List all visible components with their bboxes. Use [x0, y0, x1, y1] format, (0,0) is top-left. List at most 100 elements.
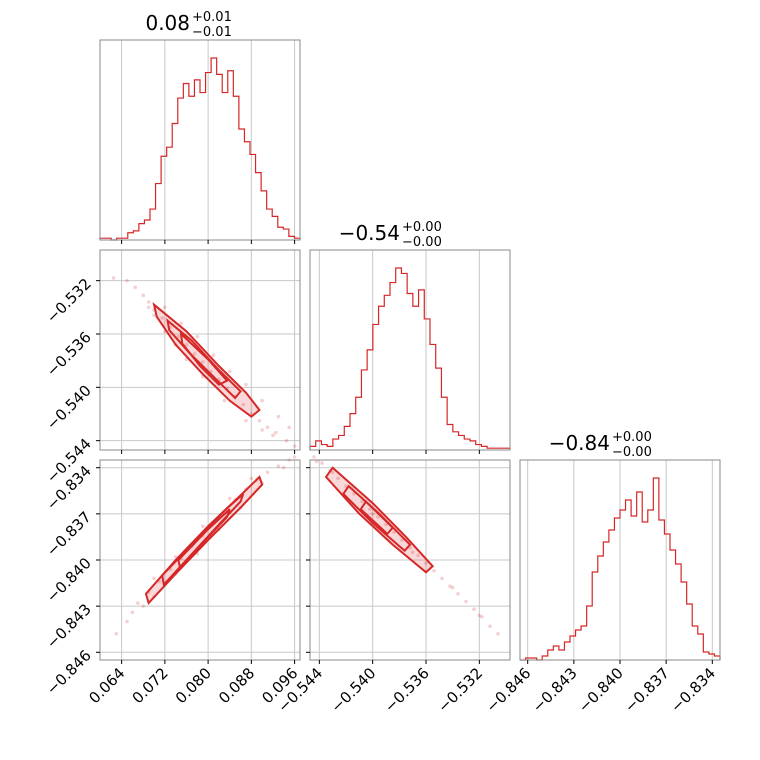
scatter-point [184, 342, 189, 347]
scatter-point [448, 584, 452, 588]
scatter-point [227, 496, 232, 501]
panel-title-plus: +0.01 [192, 10, 232, 25]
scatter-point [432, 568, 436, 573]
histogram-series [309, 267, 511, 450]
scatter-point [276, 464, 281, 468]
y-tick-label: −0.843 [43, 600, 95, 652]
panel-title-minus: −0.00 [612, 445, 652, 460]
scatter-point [136, 601, 140, 605]
scatter-point [195, 334, 200, 339]
histogram-series [520, 477, 721, 661]
scatter-point [271, 433, 275, 438]
scatter-point [281, 465, 286, 470]
panel-title-plus: +0.00 [402, 220, 442, 235]
scatter-point [257, 418, 262, 423]
scatter-point [320, 461, 324, 465]
scatter-point [260, 428, 264, 432]
density-fill [326, 467, 433, 573]
y-tick-label: −0.846 [43, 646, 95, 698]
scatter-point [130, 610, 135, 615]
scatter-point [114, 632, 119, 636]
x-tick-label: −0.840 [575, 664, 627, 716]
scatter-point [416, 553, 420, 558]
axes-frame [99, 39, 301, 241]
scatter-point [222, 398, 227, 403]
scatter-point [330, 470, 335, 475]
scatter-point [464, 599, 468, 604]
scatter-point [146, 305, 151, 310]
axes-frame [309, 249, 511, 451]
scatter-point [314, 459, 319, 464]
scatter-point [249, 476, 254, 481]
density-contour [166, 318, 242, 400]
scatter-point [440, 576, 444, 581]
scatter-point [480, 615, 484, 619]
scatter-point [400, 538, 404, 542]
scatter-point [368, 507, 372, 512]
x-tick-label: −0.536 [381, 664, 433, 716]
histogram-panel-2: −0.846−0.843−0.840−0.837−0.834 −0.84 +0.00… [483, 430, 721, 716]
x-tick-label: −0.843 [529, 664, 581, 716]
scatter-point [292, 444, 297, 448]
density-contour [144, 475, 264, 606]
density-contour [152, 302, 261, 418]
axes-frame [99, 249, 301, 451]
scatter-point [146, 300, 151, 304]
scatter-point [192, 352, 197, 356]
scatter-point [424, 561, 428, 565]
y-tick-label: −0.837 [43, 508, 95, 560]
density-contour [359, 499, 395, 536]
panels: 0.08 +0.01−0.01−0.54 +0.00−0.00−0.846−0.84… [43, 10, 721, 716]
scatter-point [244, 418, 248, 423]
histogram-series [99, 57, 301, 241]
scatter-point [152, 576, 156, 581]
scatter-point [336, 476, 340, 481]
x-tick-label: 0.072 [129, 664, 172, 707]
scatter-point [410, 550, 415, 555]
density-contour [324, 466, 435, 574]
scatter-point [179, 321, 183, 326]
scatter-point [244, 382, 248, 387]
panel-title-minus: −0.01 [192, 25, 232, 40]
x-tick-label: −0.834 [667, 664, 719, 716]
panel-title-median: 0.08 [145, 11, 190, 35]
scatter-panel-0-1: −0.544−0.540−0.536−0.532 [43, 249, 301, 487]
scatter-point [477, 613, 482, 618]
scatter-point [176, 334, 181, 339]
histogram-panel-1: −0.54 +0.00−0.00 [309, 220, 511, 454]
density-contour [161, 493, 245, 587]
scatter-point [141, 604, 146, 608]
scatter-panel-0-2: 0.064 0.072 0.080 0.088 0.096−0.846−0.843−0.… [43, 455, 301, 707]
scatter-point [384, 522, 388, 527]
scatter-point [163, 305, 167, 310]
scatter-point [141, 293, 146, 298]
panel-title-median: −0.84 [549, 431, 610, 455]
scatter-point [287, 425, 291, 430]
scatter-point [392, 530, 396, 535]
scatter-point [160, 316, 164, 320]
scatter-point [125, 278, 129, 283]
scatter-point [200, 360, 205, 364]
scatter-point [312, 455, 316, 459]
scatter-point [276, 414, 281, 419]
x-tick-label: 0.088 [215, 664, 258, 707]
y-tick-label: −0.540 [43, 381, 95, 433]
density-contour [177, 508, 231, 570]
scatter-point [200, 524, 205, 528]
y-tick-label: −0.532 [43, 275, 95, 327]
scatter-point [472, 607, 476, 612]
scatter-point [456, 592, 460, 596]
panel-title-median: −0.54 [339, 221, 400, 245]
scatter-point [292, 455, 297, 459]
scatter-point [227, 369, 232, 374]
density-contour [179, 331, 229, 386]
scatter-point [241, 402, 246, 407]
scatter-point [450, 585, 455, 590]
panel-title-minus: −0.00 [402, 235, 442, 250]
scatter-point [260, 398, 264, 403]
scatter-point [273, 430, 278, 435]
scatter-point [265, 470, 270, 475]
x-tick-label: 0.064 [85, 664, 128, 707]
scatter-point [360, 499, 364, 504]
